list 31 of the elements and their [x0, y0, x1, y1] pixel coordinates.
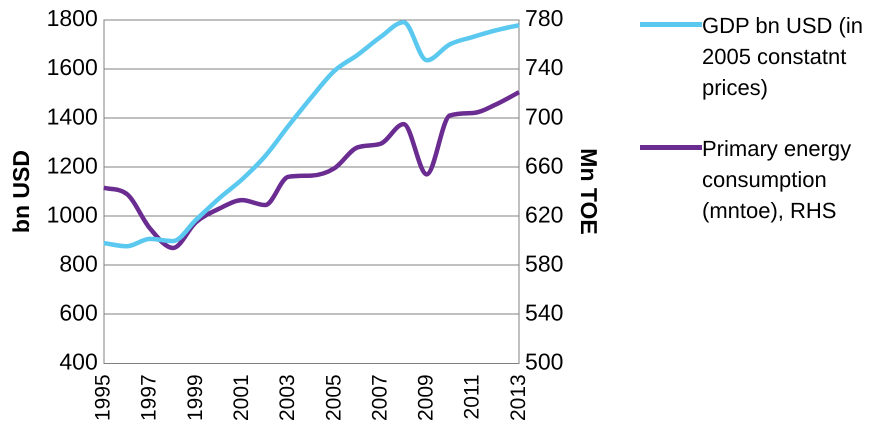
- y2-tick-label: 540: [525, 300, 564, 326]
- y-tick-label: 1400: [46, 103, 98, 130]
- y2-tick-label: 740: [525, 54, 564, 80]
- y-tick-label: 1800: [46, 5, 98, 32]
- x-tick-label: 2001: [230, 374, 253, 421]
- x-tick-label: 1999: [184, 374, 207, 421]
- line-series: [102, 90, 522, 250]
- y2-tick-label: 780: [525, 5, 564, 32]
- x-tick-label: 2009: [414, 374, 438, 421]
- legend-label: Primary energy consumption (mntoe), RHS: [702, 135, 852, 225]
- y2-axis-title: Mn TOE: [576, 148, 602, 235]
- y2-tick-label: 620: [525, 201, 564, 228]
- y-axis-title: bn USD: [8, 150, 34, 234]
- x-tick-label: 1997: [138, 374, 161, 421]
- y2-tick-label: 580: [525, 250, 564, 276]
- x-tick-label: 2013: [506, 374, 530, 421]
- y-tick-label: 600: [59, 300, 98, 326]
- y-tick-label: 1600: [46, 54, 98, 80]
- x-tick-label: 2011: [460, 374, 484, 420]
- x-tick-label: 2005: [322, 374, 346, 421]
- x-tick-label: 2007: [368, 374, 392, 421]
- y2-tick-label: 660: [525, 152, 564, 178]
- x-tick-label: 1995: [92, 374, 115, 421]
- x-tick-label: 2003: [276, 374, 300, 421]
- y2-tick-label: 700: [525, 103, 564, 130]
- y-tick-label: 1000: [46, 201, 98, 228]
- y-tick-label: 400: [59, 348, 98, 375]
- legend-label: GDP bn USD (in 2005 constatnt prices): [702, 12, 864, 102]
- y2-tick-label: 500: [525, 348, 564, 375]
- y-tick-label: 1200: [46, 152, 98, 178]
- y-tick-label: 800: [59, 250, 98, 276]
